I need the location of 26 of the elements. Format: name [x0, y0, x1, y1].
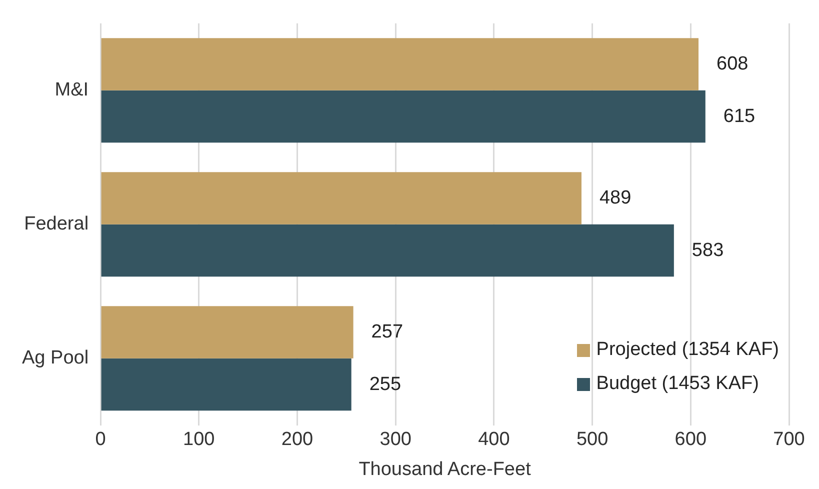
legend-label: Projected (1354 KAF) [596, 339, 779, 361]
y-tick-label: M&I [54, 80, 89, 101]
bar [101, 38, 699, 90]
x-tick-label: 200 [281, 429, 314, 450]
data-label: 255 [369, 374, 402, 395]
x-tick-label: 0 [95, 429, 106, 450]
x-tick-label: 700 [773, 429, 805, 450]
bar [101, 90, 706, 143]
bar [101, 224, 674, 277]
x-tick-label: 500 [576, 429, 608, 450]
x-tick-label: 100 [183, 429, 215, 450]
data-label: 608 [716, 54, 748, 75]
x-tick-label: 600 [674, 429, 706, 450]
y-tick-label: Ag Pool [22, 348, 89, 369]
data-label: 489 [599, 188, 632, 209]
x-tick-label: 300 [380, 429, 412, 450]
y-tick-label: Federal [24, 214, 89, 235]
bar [101, 358, 352, 411]
legend-label: Budget (1453 KAF) [596, 373, 759, 395]
bar [101, 306, 354, 358]
x-axis-title: Thousand Acre-Feet [358, 458, 532, 480]
data-label: 583 [692, 240, 724, 261]
data-label: 257 [371, 322, 404, 343]
bar [101, 172, 582, 224]
x-tick-label: 400 [478, 429, 510, 450]
data-label: 615 [723, 106, 756, 127]
